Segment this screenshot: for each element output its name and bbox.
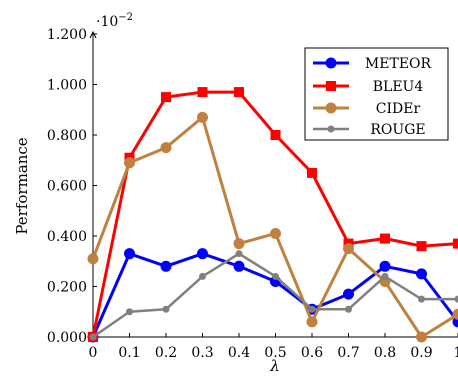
data-point-meteor [233, 260, 245, 272]
legend-label-meteor: METEOR [365, 56, 432, 72]
y-axis-multiplier: ·10−2 [96, 12, 133, 30]
data-point-bleu4 [416, 241, 427, 252]
y-tick-label: 1.000 [47, 78, 87, 94]
data-point-rouge [381, 272, 389, 280]
series-meteor [87, 248, 458, 343]
legend-marker-rouge [327, 125, 335, 133]
x-tick-label: 0 [89, 345, 98, 361]
data-point-cider [124, 157, 135, 169]
legend-label-bleu4: BLEU4 [373, 79, 424, 95]
data-point-meteor [124, 248, 135, 260]
x-tick-label: 0.5 [264, 345, 286, 361]
legend: METEOR BLEU4 CIDEr ROUGE [304, 47, 449, 141]
x-tick-label: 1 [454, 345, 458, 361]
legend-label-cider: CIDEr [376, 101, 421, 117]
data-point-rouge [345, 305, 352, 313]
y-tick-label: 0.800 [47, 128, 87, 144]
x-tick-label: 0.6 [301, 345, 323, 361]
y-tick-label: 0.200 [47, 280, 87, 296]
x-tick-label: 0.8 [374, 345, 396, 361]
y-axis-multiplier-exponent: −2 [118, 12, 133, 23]
data-point-cider [233, 238, 245, 250]
legend-marker-bleu4 [326, 81, 336, 91]
data-point-rouge [89, 333, 97, 341]
x-tick-label: 0.7 [337, 345, 359, 361]
series-rouge [89, 250, 458, 341]
data-point-cider [160, 142, 172, 154]
data-point-rouge [199, 272, 206, 280]
data-point-rouge [418, 295, 425, 303]
data-point-cider [197, 111, 208, 123]
y-tick-label: 0.400 [47, 229, 87, 245]
data-point-meteor [343, 288, 354, 300]
data-point-cider [343, 243, 354, 255]
data-point-meteor [379, 260, 391, 272]
x-tick-label: 0.1 [118, 345, 140, 361]
data-point-bleu4 [380, 233, 390, 244]
y-tick-label: 0.600 [47, 179, 87, 195]
data-point-cider [452, 308, 458, 320]
y-tick-label: 1.200 [47, 27, 87, 43]
y-axis-arrow [89, 30, 97, 39]
series-line-meteor [91, 252, 458, 338]
data-point-rouge [235, 250, 243, 258]
data-point-meteor [160, 260, 172, 272]
data-point-cider [87, 253, 99, 265]
data-point-rouge [272, 272, 279, 280]
data-point-meteor [197, 248, 208, 260]
data-point-cider [270, 227, 281, 239]
data-point-cider [306, 316, 318, 328]
legend-items: METEOR BLEU4 CIDEr ROUGE [313, 56, 432, 138]
y-tick-label: 0.000 [47, 330, 87, 346]
data-point-bleu4 [453, 238, 458, 249]
data-point-rouge [162, 305, 170, 313]
data-point-bleu4 [197, 87, 208, 98]
data-point-bleu4 [270, 130, 281, 140]
data-point-meteor [416, 268, 427, 280]
data-point-rouge [454, 295, 458, 303]
data-point-cider [416, 331, 427, 343]
data-point-bleu4 [234, 87, 244, 98]
data-point-rouge [126, 308, 133, 316]
legend-marker-cider [325, 102, 337, 114]
x-tick-label: 0.3 [191, 345, 213, 361]
series-cider [87, 111, 458, 343]
y-axis-label: Performance [13, 137, 31, 234]
legend-label-rouge: ROUGE [370, 122, 425, 138]
x-axis-label: λ [269, 357, 280, 375]
data-point-bleu4 [161, 92, 171, 103]
chart-ticks: 0 0.1 0.2 0.3 0.4 0.5 0.6 0.7 0.8 0.9 1 0.000 0.200 0… [47, 27, 458, 361]
data-point-rouge [308, 305, 316, 313]
chart-series [87, 87, 458, 343]
legend-marker-meteor [325, 57, 337, 69]
data-point-bleu4 [307, 167, 317, 178]
x-tick-label: 0.4 [228, 345, 250, 361]
x-tick-label: 0.9 [410, 345, 432, 361]
series-line-rouge [92, 252, 458, 339]
series-line-cider [91, 115, 458, 339]
x-tick-label: 0.2 [155, 345, 177, 361]
